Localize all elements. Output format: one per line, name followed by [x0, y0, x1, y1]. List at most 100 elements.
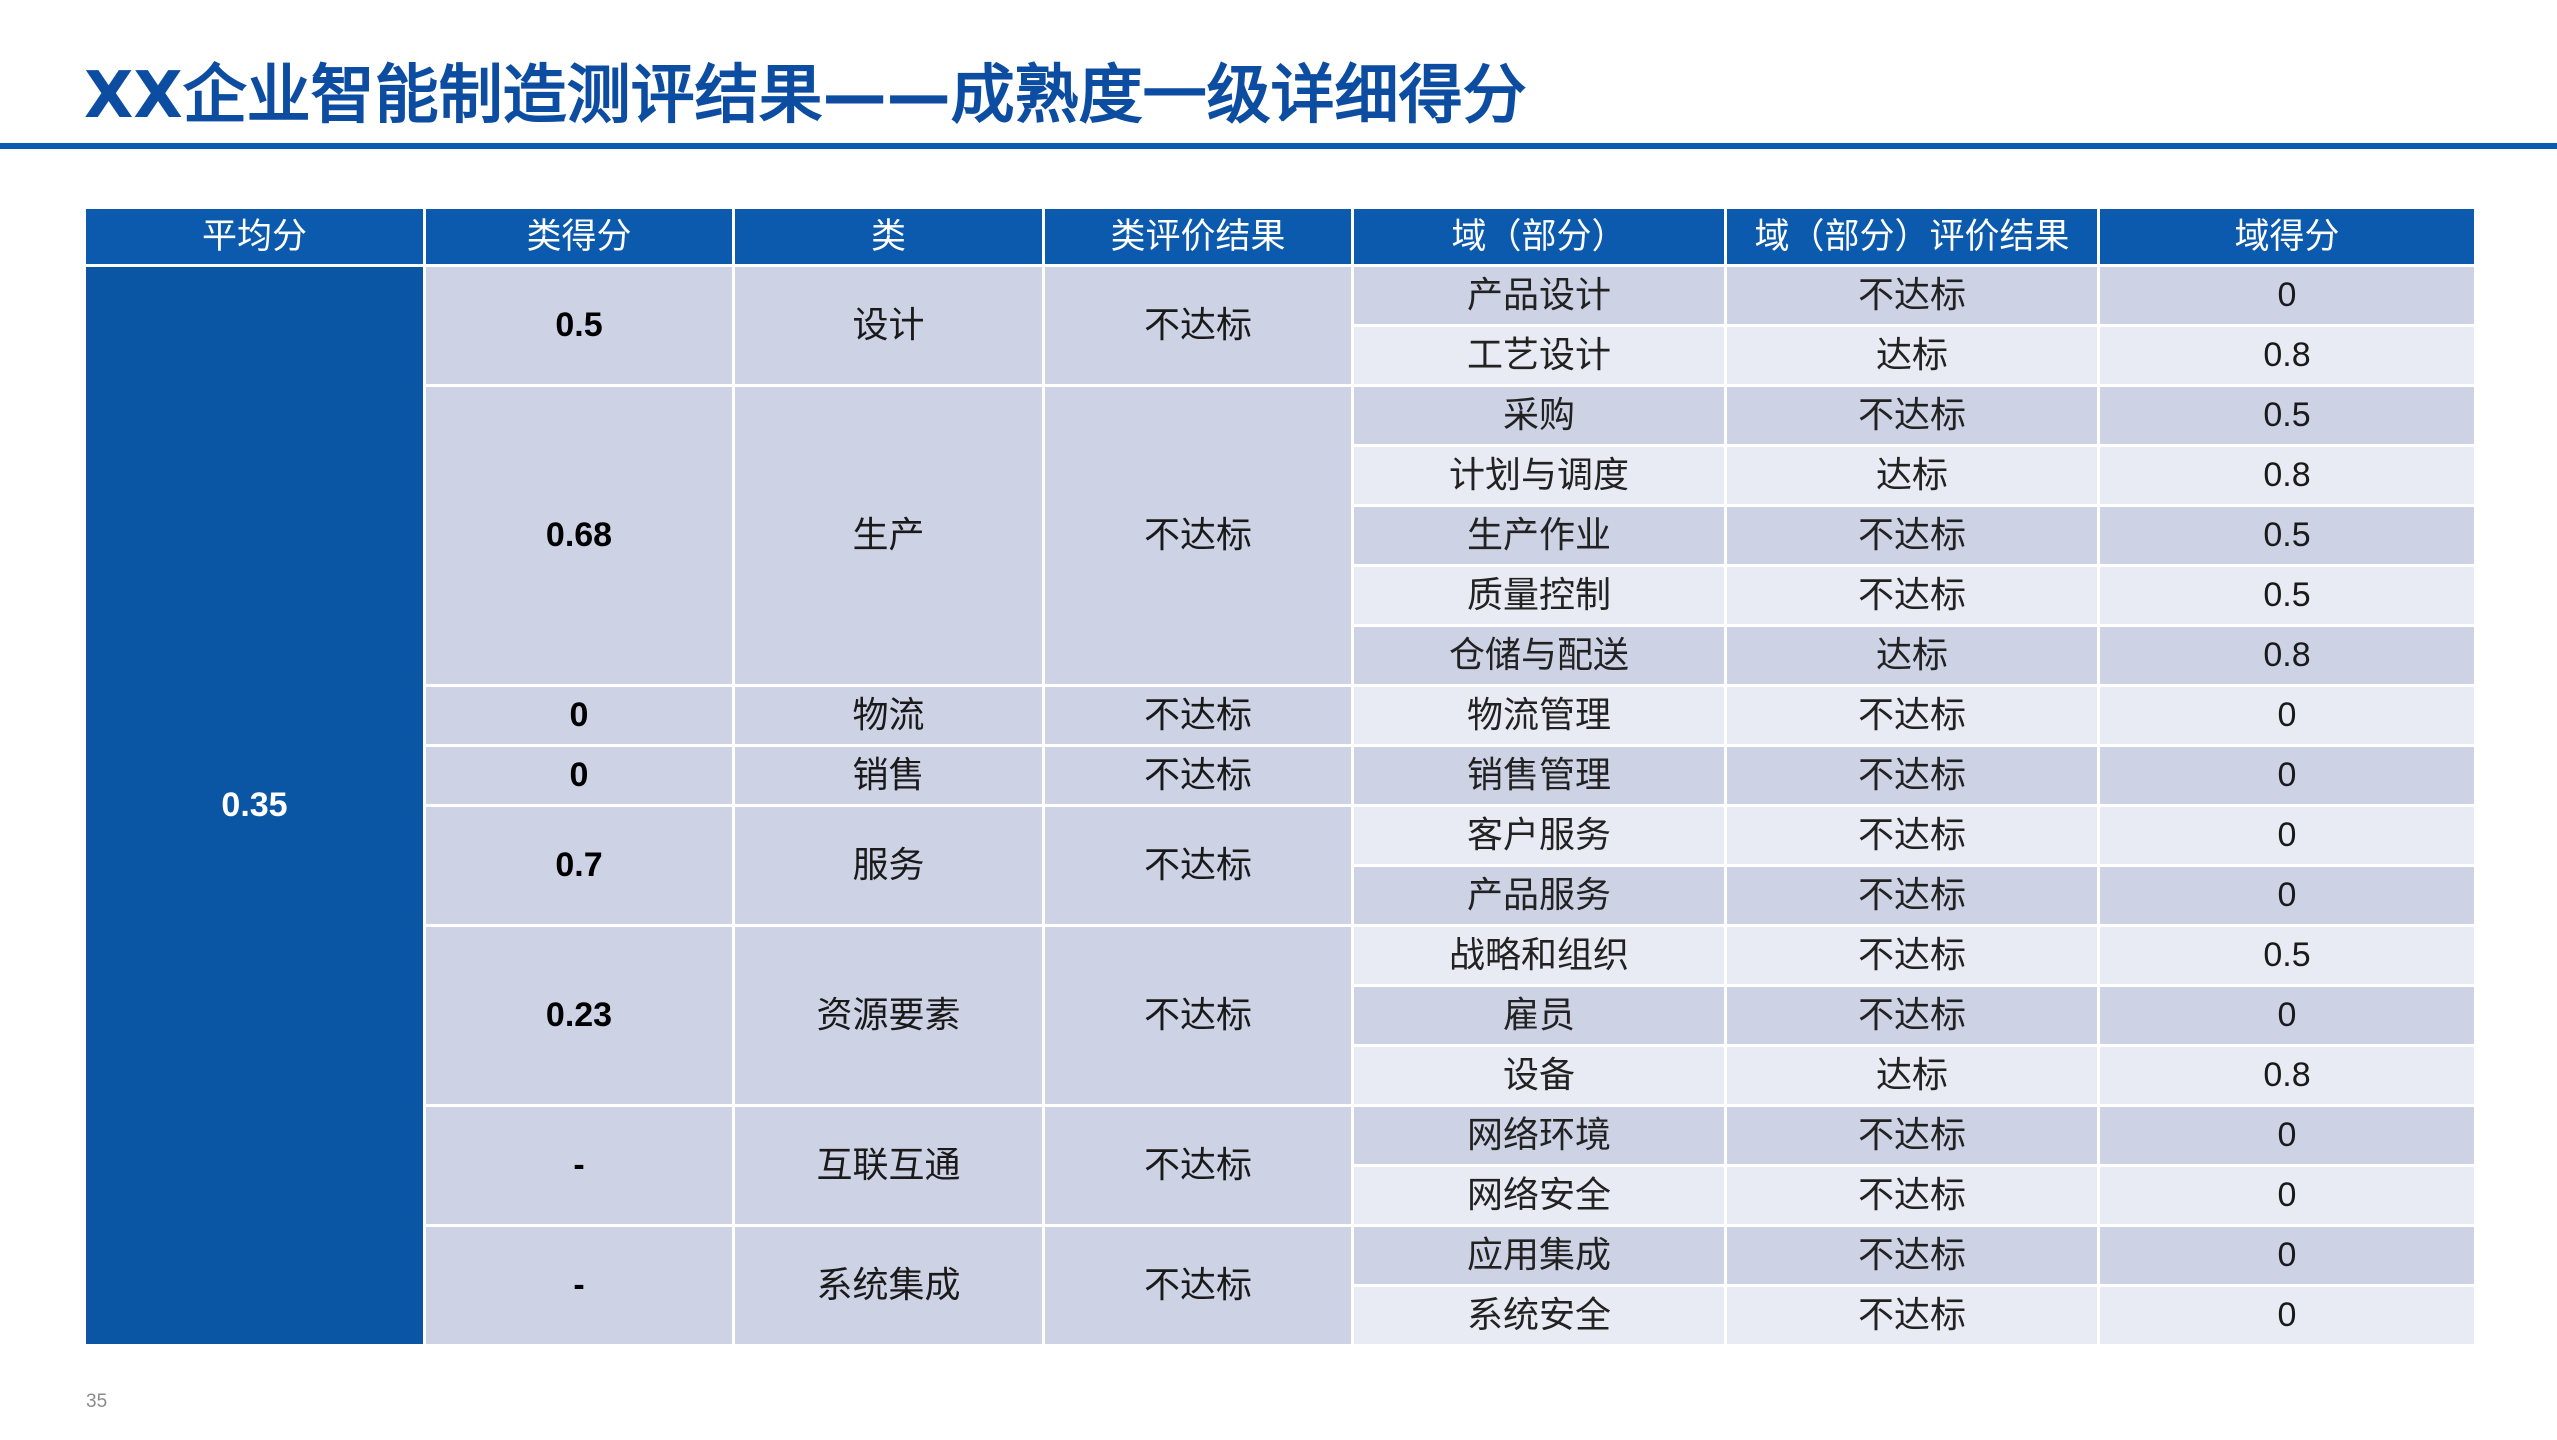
table-row: 雇员 不达标 0: [86, 987, 2474, 1044]
domain-name-cell: 工艺设计: [1354, 327, 1724, 384]
domain-name-cell: 仓储与配送: [1354, 627, 1724, 684]
domain-score-cell: 0.5: [2100, 507, 2474, 564]
category-score-cell: 0.68: [426, 387, 732, 684]
domain-result-cell: 不达标: [1727, 687, 2097, 744]
domain-score-cell: 0: [2100, 1227, 2474, 1284]
table-row: 仓储与配送 达标 0.8: [86, 627, 2474, 684]
domain-score-cell: 0: [2100, 267, 2474, 324]
table-row: 0.35 0.5 设计 不达标 产品设计 不达标 0: [86, 267, 2474, 1344]
domain-name-cell: 产品设计: [1354, 267, 1724, 324]
header-category: 类: [735, 209, 1042, 264]
category-score-cell: 0: [426, 687, 732, 744]
table-row: 0.68 生产 不达标 采购 不达标 0.5: [86, 387, 2474, 684]
table-row: - 系统集成 不达标 应用集成 不达标 0: [86, 1227, 2474, 1344]
category-score-cell: 0: [426, 747, 732, 804]
domain-score-cell: 0.8: [2100, 327, 2474, 384]
category-name-cell: 服务: [735, 807, 1042, 924]
domain-score-cell: 0.8: [2100, 447, 2474, 504]
category-score-cell: -: [426, 1227, 732, 1344]
domain-name-cell: 网络安全: [1354, 1167, 1724, 1224]
domain-name-cell: 计划与调度: [1354, 447, 1724, 504]
domain-name-cell: 客户服务: [1354, 807, 1724, 864]
page-title: XX企业智能制造测评结果——成熟度一级详细得分: [84, 59, 1527, 133]
table-row: 0.7 服务 不达标 客户服务 不达标 0: [86, 807, 2474, 924]
category-name-cell: 互联互通: [735, 1107, 1042, 1224]
table-row: 0 物流 不达标 物流管理 不达标 0: [86, 687, 2474, 744]
domain-score-cell: 0.5: [2100, 927, 2474, 984]
domain-result-cell: 达标: [1727, 327, 2097, 384]
domain-score-cell: 0.8: [2100, 627, 2474, 684]
table-row: 系统安全 不达标 0: [86, 1287, 2474, 1344]
domain-score-cell: 0: [2100, 687, 2474, 744]
domain-result-cell: 不达标: [1727, 927, 2097, 984]
domain-result-cell: 不达标: [1727, 987, 2097, 1044]
table-row: 0.23 资源要素 不达标 战略和组织 不达标 0.5: [86, 927, 2474, 1104]
header-row: 平均分 类得分 类 类评价结果 域（部分） 域（部分）评价结果 域得分: [86, 209, 2474, 264]
domain-name-cell: 产品服务: [1354, 867, 1724, 924]
table-row: 设备 达标 0.8: [86, 1047, 2474, 1104]
category-name-cell: 设计: [735, 267, 1042, 384]
domain-name-cell: 应用集成: [1354, 1227, 1724, 1284]
category-result-cell: 不达标: [1045, 387, 1351, 684]
domain-score-cell: 0: [2100, 987, 2474, 1044]
page-number: 35: [86, 1391, 108, 1412]
domain-result-cell: 不达标: [1727, 807, 2097, 864]
domain-name-cell: 销售管理: [1354, 747, 1724, 804]
header-category-score: 类得分: [426, 209, 732, 264]
domain-score-cell: 0.5: [2100, 387, 2474, 444]
domain-result-cell: 达标: [1727, 447, 2097, 504]
domain-result-cell: 达标: [1727, 1047, 2097, 1104]
category-result-cell: 不达标: [1045, 1227, 1351, 1344]
score-table: 平均分 类得分 类 类评价结果 域（部分） 域（部分）评价结果 域得分 0.35…: [83, 206, 2477, 1347]
domain-name-cell: 战略和组织: [1354, 927, 1724, 984]
domain-result-cell: 不达标: [1727, 747, 2097, 804]
domain-name-cell: 质量控制: [1354, 567, 1724, 624]
domain-name-cell: 系统安全: [1354, 1287, 1724, 1344]
category-name-cell: 资源要素: [735, 927, 1042, 1104]
title-underline: [0, 143, 2557, 149]
header-domain-result: 域（部分）评价结果: [1727, 209, 2097, 264]
domain-score-cell: 0.8: [2100, 1047, 2474, 1104]
domain-result-cell: 不达标: [1727, 867, 2097, 924]
domain-name-cell: 雇员: [1354, 987, 1724, 1044]
category-name-cell: 物流: [735, 687, 1042, 744]
table-row: 计划与调度 达标 0.8: [86, 447, 2474, 504]
domain-score-cell: 0: [2100, 867, 2474, 924]
domain-result-cell: 不达标: [1727, 1167, 2097, 1224]
domain-name-cell: 生产作业: [1354, 507, 1724, 564]
category-result-cell: 不达标: [1045, 1107, 1351, 1224]
domain-score-cell: 0: [2100, 1167, 2474, 1224]
category-name-cell: 系统集成: [735, 1227, 1042, 1344]
table-row: 生产作业 不达标 0.5: [86, 507, 2474, 564]
category-result-cell: 不达标: [1045, 687, 1351, 744]
table-row: - 互联互通 不达标 网络环境 不达标 0: [86, 1107, 2474, 1224]
average-score-cell: 0.35: [86, 267, 423, 1344]
domain-score-cell: 0: [2100, 1107, 2474, 1164]
category-score-cell: 0.23: [426, 927, 732, 1104]
table-row: 0 销售 不达标 销售管理 不达标 0: [86, 747, 2474, 804]
domain-name-cell: 采购: [1354, 387, 1724, 444]
domain-result-cell: 不达标: [1727, 1287, 2097, 1344]
category-score-cell: 0.7: [426, 807, 732, 924]
domain-score-cell: 0: [2100, 747, 2474, 804]
table-row: 产品服务 不达标 0: [86, 867, 2474, 924]
category-result-cell: 不达标: [1045, 267, 1351, 384]
domain-score-cell: 0: [2100, 1287, 2474, 1344]
table-row: 工艺设计 达标 0.8: [86, 327, 2474, 384]
table-row: 质量控制 不达标 0.5: [86, 567, 2474, 624]
domain-name-cell: 网络环境: [1354, 1107, 1724, 1164]
domain-result-cell: 不达标: [1727, 567, 2097, 624]
domain-result-cell: 不达标: [1727, 387, 2097, 444]
category-score-cell: 0.5: [426, 267, 732, 384]
domain-result-cell: 不达标: [1727, 267, 2097, 324]
domain-result-cell: 不达标: [1727, 1227, 2097, 1284]
domain-score-cell: 0: [2100, 807, 2474, 864]
header-domain: 域（部分）: [1354, 209, 1724, 264]
table-header: 平均分 类得分 类 类评价结果 域（部分） 域（部分）评价结果 域得分: [86, 209, 2474, 264]
category-name-cell: 生产: [735, 387, 1042, 684]
domain-name-cell: 物流管理: [1354, 687, 1724, 744]
category-result-cell: 不达标: [1045, 747, 1351, 804]
header-domain-score: 域得分: [2100, 209, 2474, 264]
header-average-score: 平均分: [86, 209, 423, 264]
category-score-cell: -: [426, 1107, 732, 1224]
